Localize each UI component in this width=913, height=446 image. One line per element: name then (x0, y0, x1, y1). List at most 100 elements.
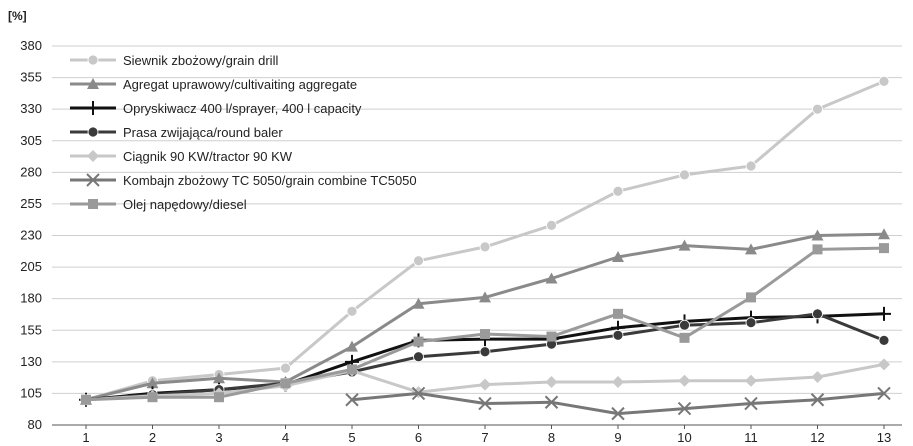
data-point (810, 393, 825, 407)
data-point (877, 386, 891, 401)
y-tick-label: 305 (20, 133, 42, 148)
data-point (811, 370, 824, 383)
data-point (413, 336, 424, 347)
data-point (479, 378, 491, 391)
y-tick-label: 280 (20, 164, 42, 179)
data-point (611, 406, 625, 421)
y-axis-unit-label: [%] (8, 9, 27, 23)
data-point (346, 340, 358, 352)
data-point (546, 331, 557, 342)
legend: Siewnik zbożowy/grain drill Agregat upraw… (70, 53, 417, 212)
x-tick-label: 2 (149, 430, 156, 445)
legend-swatch-marker (88, 199, 98, 209)
data-point (877, 306, 891, 321)
x-tick-label: 10 (677, 430, 691, 445)
legend-swatch-marker (87, 78, 99, 89)
data-point (612, 185, 624, 197)
series-group (79, 75, 891, 421)
data-point (612, 250, 624, 262)
legend-label: Olej napędowy/diesel (123, 197, 247, 212)
data-point (479, 346, 491, 358)
legend-label: Agregat uprawowy/cultivaiting aggregate (123, 77, 357, 92)
data-point (544, 395, 559, 409)
y-tick-label: 355 (20, 70, 42, 85)
x-tick-label: 12 (810, 430, 824, 445)
x-tick-label: 1 (82, 430, 89, 445)
legend-item: Opryskiwacz 400 l/sprayer, 400 l capacit… (70, 101, 362, 116)
data-point (878, 228, 890, 240)
data-point (745, 160, 757, 172)
data-point (146, 377, 159, 389)
y-tick-label: 105 (20, 385, 42, 400)
legend-label: Prasa zwijająca/round baler (123, 125, 283, 140)
data-point (878, 358, 890, 371)
y-tick-label: 255 (20, 196, 42, 211)
data-point (811, 229, 824, 241)
data-point (812, 103, 823, 115)
data-point (480, 329, 490, 340)
y-tick-label: 80 (28, 417, 42, 432)
y-tick-label: 380 (20, 38, 42, 53)
data-point (347, 364, 357, 375)
x-tick-label: 13 (877, 430, 891, 445)
data-point (878, 334, 890, 346)
data-point (745, 317, 757, 329)
data-point (545, 272, 558, 284)
y-tick-label: 330 (20, 101, 42, 116)
data-point (546, 219, 557, 231)
data-point (812, 244, 823, 255)
x-axis-ticks: 1 2 3 4 5 6 7 8 9 10 11 12 13 (82, 425, 891, 445)
y-tick-label: 230 (20, 228, 42, 243)
series-7 (81, 243, 889, 405)
data-point (280, 378, 291, 389)
x-tick-label: 4 (282, 430, 289, 445)
data-point (81, 394, 91, 405)
data-point (479, 291, 491, 303)
data-point (147, 392, 158, 403)
data-point (613, 308, 623, 319)
legend-swatch-marker (86, 101, 100, 115)
data-point (745, 243, 757, 255)
series-6 (345, 386, 891, 421)
data-point (679, 319, 690, 331)
data-point (345, 393, 359, 407)
data-point (746, 292, 756, 303)
data-point (679, 169, 690, 181)
legend-item: Siewnik zbożowy/grain drill (70, 53, 278, 68)
legend-item: Olej napędowy/diesel (70, 197, 247, 212)
x-tick-label: 3 (215, 430, 222, 445)
data-point (479, 241, 491, 253)
legend-label: Kombajn zbożowy TC 5050/grain combine TC… (123, 173, 417, 188)
y-tick-label: 180 (20, 291, 42, 306)
data-point (612, 376, 624, 389)
data-point (413, 255, 424, 267)
data-point (612, 329, 624, 341)
legend-label: Ciągnik 90 KW/tractor 90 KW (123, 149, 293, 164)
data-point (412, 297, 425, 309)
series-line (351, 391, 885, 416)
y-tick-label: 130 (20, 354, 42, 369)
data-point (745, 374, 757, 387)
data-point (744, 396, 758, 411)
data-point (346, 305, 358, 317)
data-point (678, 239, 691, 251)
legend-swatch-marker (87, 150, 99, 162)
data-point (879, 243, 889, 254)
x-tick-label: 9 (614, 430, 621, 445)
data-point (213, 372, 225, 384)
x-tick-label: 11 (744, 430, 758, 445)
data-point (411, 386, 426, 401)
y-axis-ticks: 80 105 130 155 180 205 230 255 280 305 330 355 380 (20, 38, 42, 432)
x-tick-label: 8 (548, 430, 555, 445)
legend-swatch-marker (86, 173, 100, 187)
legend-item: Kombajn zbożowy TC 5050/grain combine TC… (70, 173, 417, 188)
y-tick-label: 155 (20, 322, 42, 337)
y-tick-label: 205 (20, 259, 42, 274)
data-point (545, 376, 558, 389)
data-point (878, 75, 890, 87)
data-point (214, 392, 224, 403)
data-point (413, 351, 424, 363)
data-point (677, 401, 692, 416)
legend-item: Agregat uprawowy/cultivaiting aggregate (70, 77, 357, 92)
